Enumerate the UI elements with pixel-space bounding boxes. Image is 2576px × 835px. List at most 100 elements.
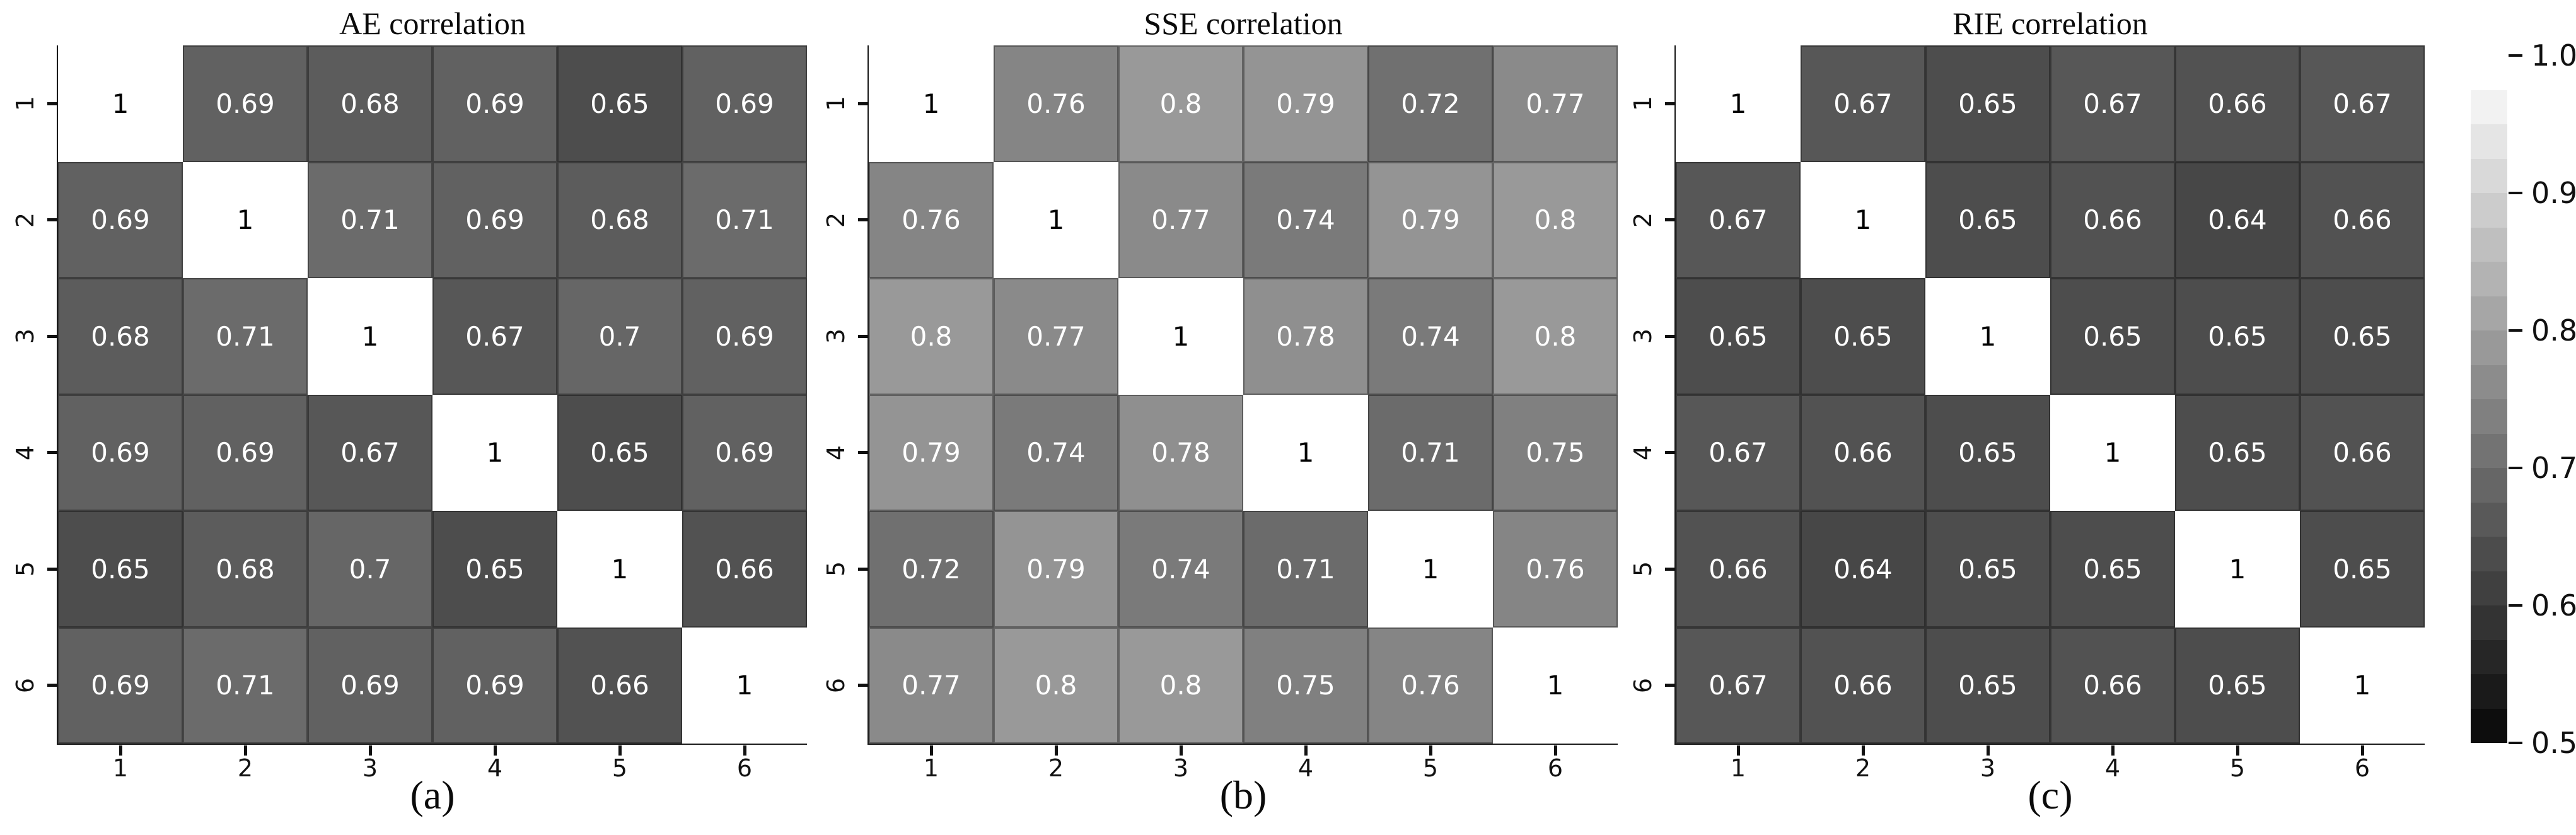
heatmap-cell: 0.8 <box>994 627 1118 744</box>
x-tick-label: 4 <box>2104 754 2121 782</box>
x-tick-label: 1 <box>112 754 129 782</box>
heatmap-cell: 0.68 <box>557 161 682 278</box>
heatmap-cell: 0.65 <box>1676 278 1801 395</box>
heatmap-cell: 0.67 <box>2300 45 2425 162</box>
heatmap-cell: 0.71 <box>183 278 308 395</box>
heatmap-cell: 0.65 <box>1801 278 1925 395</box>
heatmap-cell: 0.65 <box>2050 511 2175 628</box>
x-tick-mark <box>743 745 746 756</box>
heatmap-cell: 0.65 <box>1925 627 2050 744</box>
y-tick-label: 4 <box>11 445 39 460</box>
y-tick-label: 2 <box>1629 212 1657 228</box>
heatmap-cell: 0.69 <box>58 627 183 744</box>
heatmap-cell: 0.77 <box>869 627 994 744</box>
heatmap-cell: 0.65 <box>2050 278 2175 395</box>
x-tick-label: 6 <box>1547 754 1564 782</box>
heatmap-cell: 0.72 <box>869 511 994 628</box>
heatmap-cell: 0.79 <box>994 511 1118 628</box>
heatmap-cell: 0.8 <box>1493 161 1618 278</box>
chart-title: RIE correlation <box>1952 6 2148 41</box>
heatmap-cell: 0.67 <box>1801 45 1925 162</box>
y-tick-mark <box>858 334 868 338</box>
y-tick-label: 5 <box>1629 561 1657 577</box>
y-tick-label: 6 <box>822 677 850 693</box>
x-tick-mark <box>1304 745 1308 756</box>
heatmap-cell: 0.67 <box>432 278 557 395</box>
heatmap-cell: 0.75 <box>1493 394 1618 511</box>
panel-sublabel: (c) <box>2028 773 2073 817</box>
heatmap-cell: 0.78 <box>1118 394 1243 511</box>
x-tick-mark <box>243 745 247 756</box>
heatmap-cell: 0.69 <box>432 161 557 278</box>
heatmap-cell: 0.65 <box>2175 627 2300 744</box>
heatmap-cell: 0.69 <box>682 45 807 162</box>
heatmap-cell: 0.69 <box>58 161 183 278</box>
colorbar-band <box>2471 365 2507 399</box>
colorbar-band <box>2471 571 2507 605</box>
heatmap-cell: 1 <box>1368 511 1493 628</box>
heatmap-cell: 0.76 <box>1493 511 1618 628</box>
y-tick-label: 6 <box>1629 677 1657 693</box>
colorbar-band <box>2471 296 2507 330</box>
heatmap-cell: 0.7 <box>308 511 432 628</box>
x-tick-label: 1 <box>923 754 939 782</box>
heatmap-cell: 1 <box>994 161 1118 278</box>
heatmap-cell: 1 <box>1676 45 1801 162</box>
heatmap-cell: 0.71 <box>1243 511 1368 628</box>
y-axis-line <box>867 45 869 744</box>
colorbar-band <box>2471 399 2507 434</box>
colorbar-band <box>2471 605 2507 640</box>
y-tick-mark <box>1665 102 1675 105</box>
colorbar-band <box>2471 502 2507 537</box>
heatmap-cell: 1 <box>1801 161 1925 278</box>
heatmap-panel-ae: AE correlation 1 0.69 0.68 0.69 0.65 0.69 0.69… <box>11 6 807 817</box>
heatmap-cell: 1 <box>2300 627 2425 744</box>
colorbar-tick-label: 0.6 <box>2531 588 2576 622</box>
heatmap-cell: 1 <box>432 394 557 511</box>
x-tick-label: 3 <box>362 754 378 782</box>
colorbar-band <box>2471 330 2507 365</box>
x-axis-line <box>867 744 1618 745</box>
colorbar-band <box>2471 537 2507 571</box>
heatmap-cell: 0.65 <box>432 511 557 628</box>
heatmap-cell: 0.69 <box>308 627 432 744</box>
x-tick-mark <box>929 745 933 756</box>
colorbar-band <box>2471 433 2507 468</box>
heatmap-cell: 0.65 <box>557 45 682 162</box>
x-tick-mark <box>1429 745 1432 756</box>
colorbar-band <box>2471 468 2507 503</box>
heatmap-cell: 0.66 <box>557 627 682 744</box>
x-tick-label: 6 <box>736 754 753 782</box>
heatmap-cell: 0.79 <box>1243 45 1368 162</box>
y-tick-mark <box>47 567 57 571</box>
x-tick-label: 2 <box>1855 754 1871 782</box>
colorbar: 1.0 0.9 0.8 0.7 0.6 0.5 <box>2471 38 2576 760</box>
heatmap-cell: 0.71 <box>682 161 807 278</box>
x-tick-mark <box>368 745 372 756</box>
heatmap-cell: 0.74 <box>1118 511 1243 628</box>
heatmap-cell: 0.68 <box>183 511 308 628</box>
colorbar-band <box>2471 124 2507 159</box>
x-tick-label: 6 <box>2354 754 2370 782</box>
heatmap-cell: 1 <box>557 511 682 628</box>
heatmap-cell: 0.69 <box>682 394 807 511</box>
y-tick-mark <box>47 218 57 222</box>
heatmap-cell: 0.8 <box>1493 278 1618 395</box>
heatmap-cell: 0.66 <box>1801 394 1925 511</box>
colorbar-band <box>2471 227 2507 262</box>
y-axis-line <box>57 45 58 744</box>
y-tick-label: 1 <box>822 96 850 112</box>
colorbar-tick-label: 0.9 <box>2531 176 2576 210</box>
heatmap-cell: 0.65 <box>2175 278 2300 395</box>
y-tick-label: 2 <box>822 212 850 228</box>
y-tick-mark <box>47 334 57 338</box>
y-tick-mark <box>1665 218 1675 222</box>
y-tick-mark <box>858 451 868 455</box>
heatmap-cell: 0.79 <box>869 394 994 511</box>
heatmap-cell: 0.7 <box>557 278 682 395</box>
x-axis-line <box>57 744 807 745</box>
correlation-grid: 1 0.69 0.68 0.69 0.65 0.69 0.69 1 0.71 0.69 0.68 0.… <box>58 45 807 744</box>
y-tick-label: 1 <box>1629 96 1657 112</box>
colorbar-band <box>2471 193 2507 228</box>
x-tick-label: 3 <box>1980 754 1996 782</box>
